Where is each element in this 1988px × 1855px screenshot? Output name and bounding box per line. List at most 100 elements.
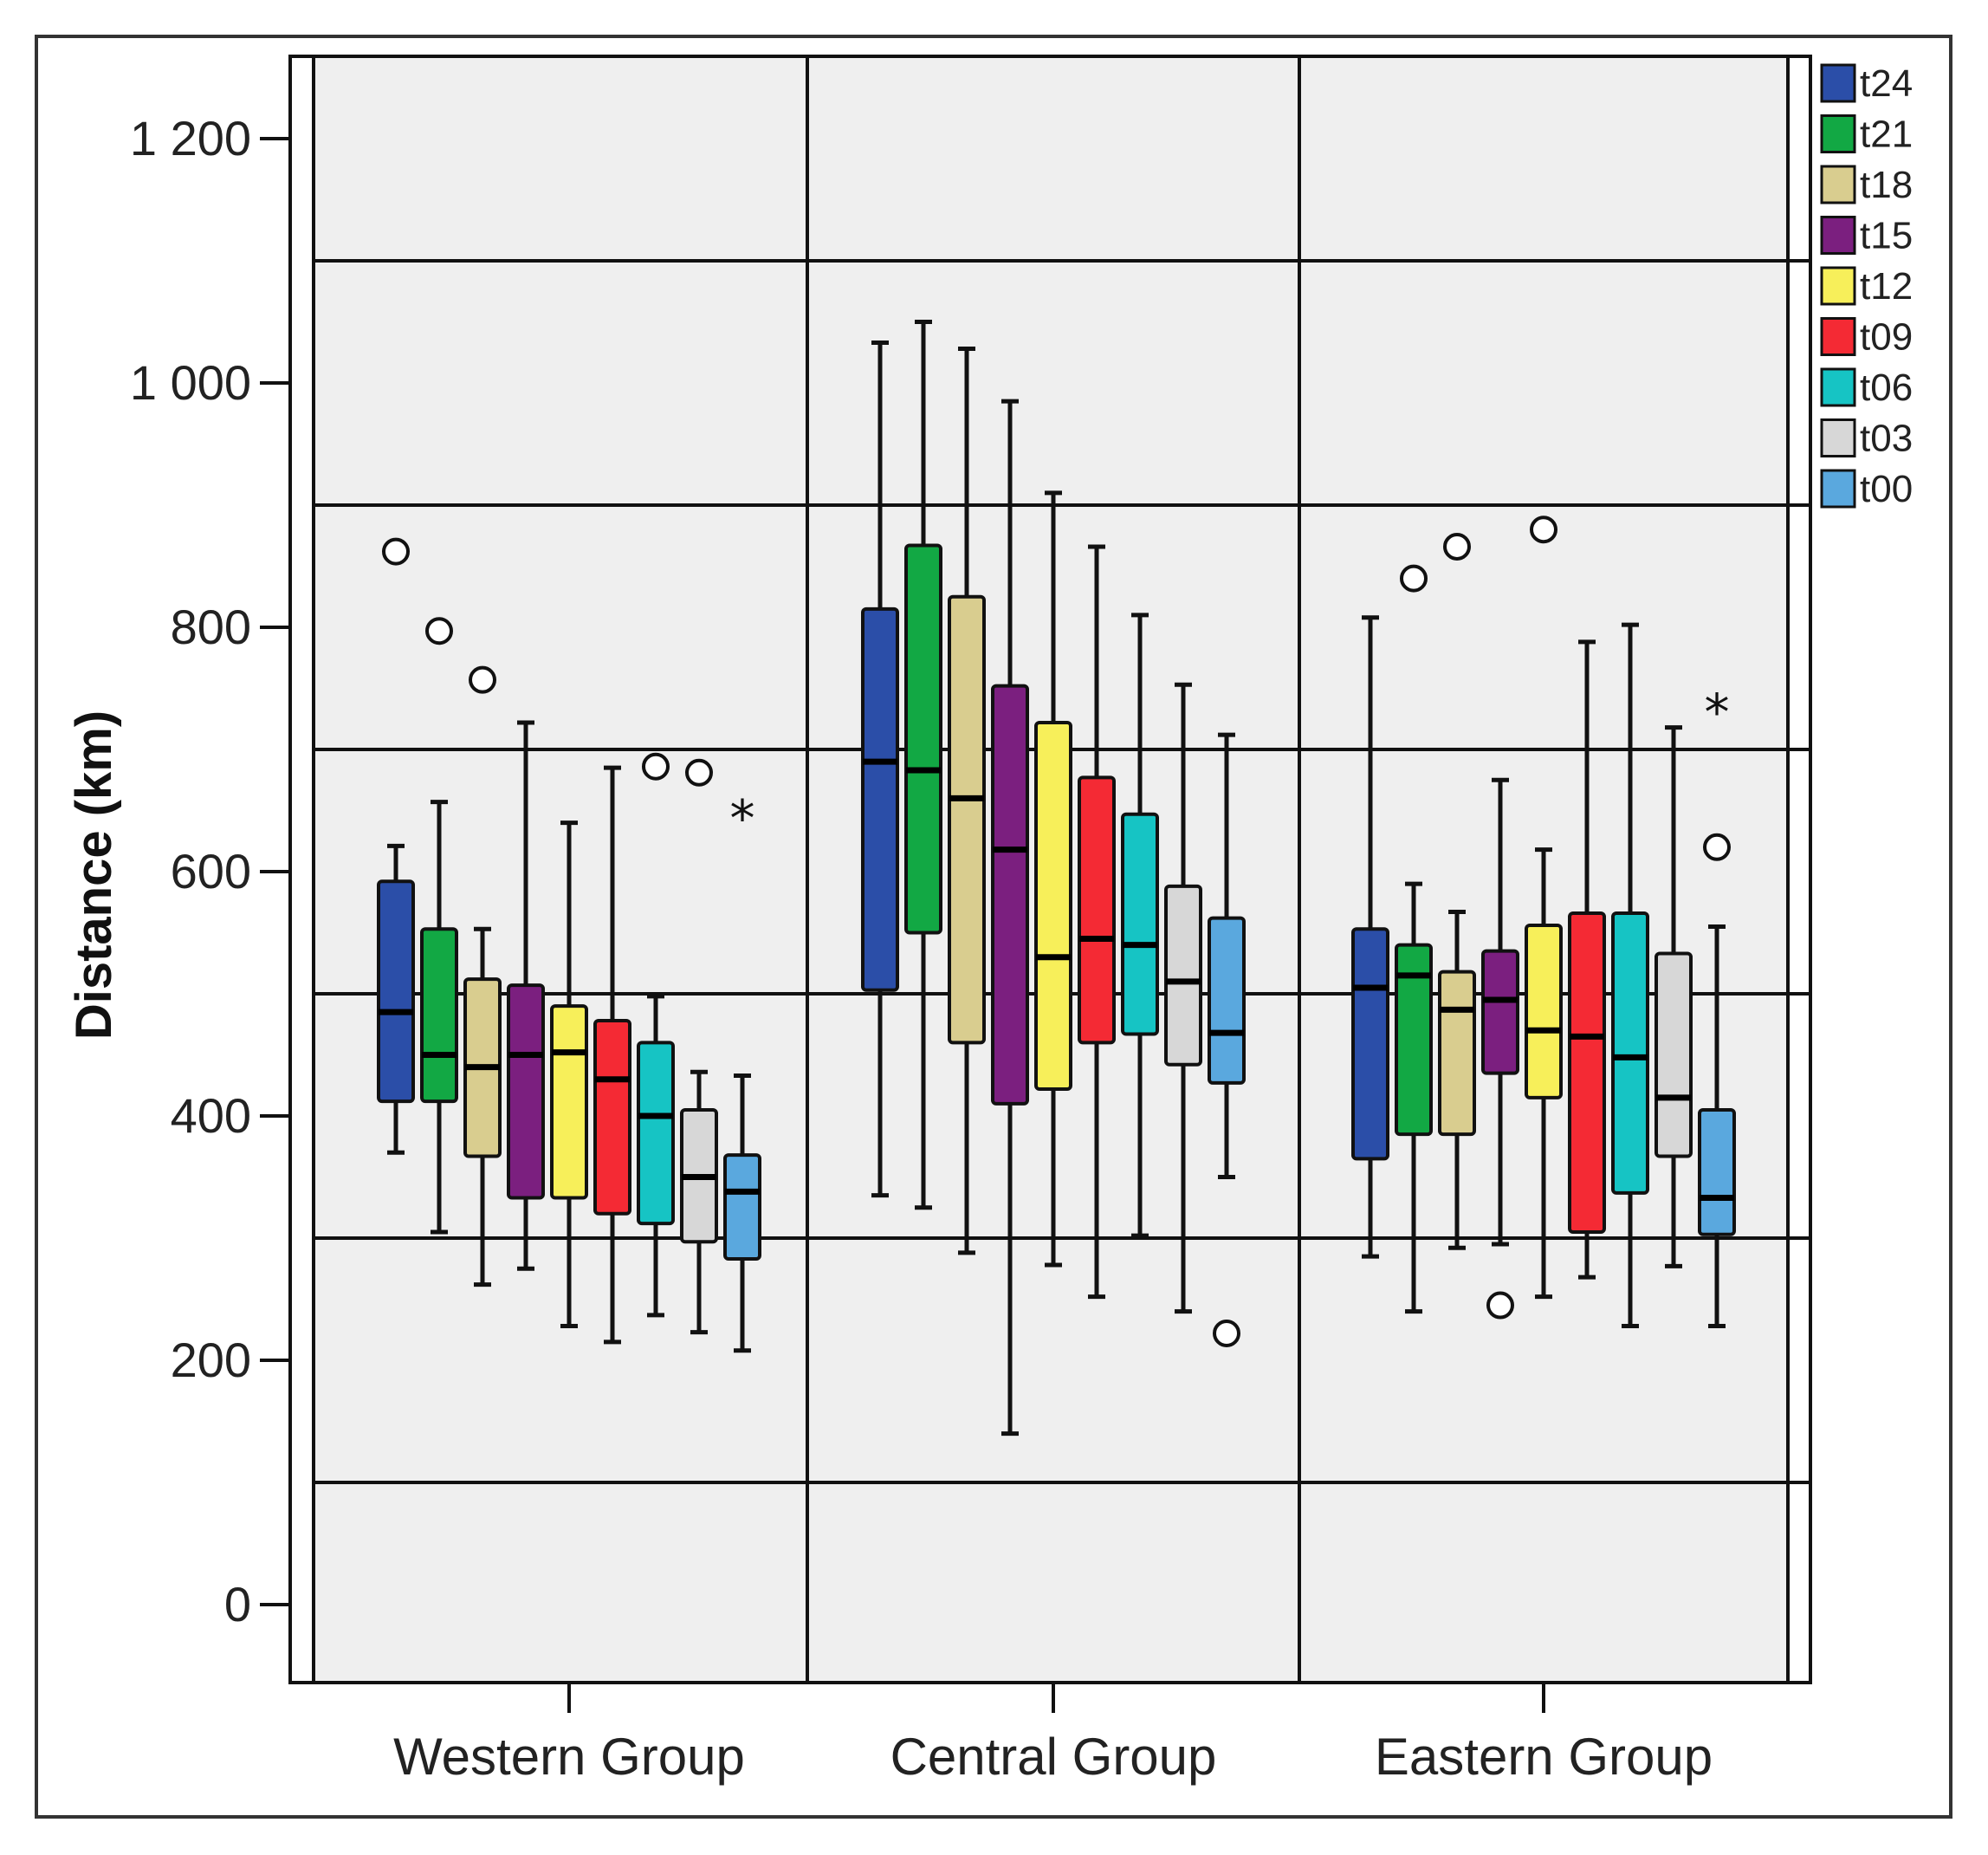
box-t24 [377, 537, 415, 1155]
box-t21 [1395, 564, 1433, 1314]
box-iqr [377, 879, 415, 1104]
box-t15 [991, 399, 1029, 1437]
box-t03 [680, 758, 718, 1335]
box-iqr [1655, 951, 1693, 1158]
y-tick-label: 1 200 [130, 111, 251, 165]
legend-label-t06: t06 [1860, 366, 1913, 409]
legend-swatch-t21 [1820, 114, 1856, 153]
box-iqr [948, 594, 986, 1045]
outlier-point [382, 537, 410, 566]
box-iqr [723, 1153, 761, 1261]
box-t12 [550, 820, 588, 1329]
box-iqr [1164, 884, 1202, 1067]
legend-label-t09: t09 [1860, 316, 1913, 359]
box-iqr [1698, 1107, 1736, 1236]
box-t09 [593, 765, 631, 1345]
box-t15 [1481, 777, 1519, 1320]
outlier-point [1486, 1291, 1514, 1320]
outlier-point [1530, 516, 1557, 544]
box-iqr [1611, 911, 1649, 1195]
legend-swatch-t03 [1820, 418, 1856, 457]
box-iqr [637, 1041, 675, 1226]
legend-label-t18: t18 [1860, 164, 1913, 206]
box-t15 [507, 720, 545, 1271]
legend-swatch-t18 [1820, 165, 1856, 204]
box-iqr [507, 983, 545, 1200]
panel-dividers [806, 56, 1301, 1683]
box-t00: * [1698, 683, 1736, 1329]
y-axis-title: Distance (km) [66, 710, 122, 1040]
outlier-point [1703, 833, 1731, 861]
box-t00: * [723, 789, 761, 1353]
y-tick-label: 200 [171, 1333, 251, 1387]
box-iqr [1078, 775, 1116, 1045]
box-iqr [991, 684, 1029, 1106]
x-tick-label: Eastern Group [1375, 1728, 1713, 1786]
box-t12 [1034, 490, 1072, 1268]
x-axis: Western Group Central Group Eastern Group [393, 1683, 1713, 1786]
box-t18 [463, 665, 502, 1287]
box-iqr [1525, 924, 1563, 1099]
x-tick-label: Western Group [393, 1728, 745, 1786]
box-t03 [1164, 682, 1202, 1314]
box-iqr [1438, 970, 1476, 1137]
legend-label-t15: t15 [1860, 215, 1913, 257]
box-t06 [1611, 622, 1649, 1329]
legend-swatch-t15 [1820, 216, 1856, 255]
box-iqr [861, 606, 899, 992]
box-t21 [420, 617, 458, 1235]
box-t18 [1438, 532, 1476, 1250]
box-t18 [948, 347, 986, 1255]
box-t24 [1351, 615, 1389, 1259]
y-axis: 0 200 400 600 800 1 000 1 200 [130, 111, 290, 1631]
y-tick-label: 0 [224, 1577, 251, 1631]
legend-swatch-t09 [1820, 317, 1856, 356]
box-t12 [1525, 516, 1563, 1300]
y-tick-label: 1 000 [130, 355, 251, 410]
legend: t24 t21 t18 t15 t12 t09 t06 t03 t00 [1820, 62, 1913, 510]
box-iqr [1351, 927, 1389, 1161]
legend-swatch-t06 [1820, 367, 1856, 407]
x-tick-label: Central Group [890, 1728, 1217, 1786]
box-t06 [637, 752, 675, 1318]
box-t03 [1655, 725, 1693, 1268]
box-t06 [1121, 613, 1159, 1238]
y-tick-label: 600 [171, 844, 251, 898]
legend-swatch-t00 [1820, 469, 1856, 509]
outlier-point [685, 758, 713, 787]
outlier-point [642, 752, 670, 781]
box-t09 [1568, 639, 1606, 1280]
box-iqr [1395, 943, 1433, 1137]
outlier-point [425, 617, 453, 645]
box-series: ** [377, 320, 1736, 1437]
box-t21 [904, 320, 942, 1210]
legend-label-t21: t21 [1860, 114, 1913, 156]
box-t24 [861, 340, 899, 1198]
outlier-point [1400, 564, 1428, 593]
box-iqr [550, 1004, 588, 1200]
box-iqr [1481, 949, 1519, 1075]
legend-swatch-t24 [1820, 63, 1856, 103]
y-tick-label: 400 [171, 1088, 251, 1143]
box-t09 [1078, 544, 1116, 1300]
outlier-point [469, 665, 496, 694]
box-iqr [420, 927, 458, 1104]
box-iqr [593, 1019, 631, 1216]
legend-label-t03: t03 [1860, 418, 1913, 460]
box-iqr [904, 543, 942, 935]
box-iqr [1208, 916, 1246, 1085]
legend-label-t12: t12 [1860, 265, 1913, 308]
extreme-outlier: * [730, 789, 755, 848]
y-tick-label: 800 [171, 600, 251, 654]
outlier-point [1443, 532, 1471, 561]
box-iqr [1034, 720, 1072, 1091]
legend-label-t24: t24 [1860, 62, 1913, 105]
legend-label-t00: t00 [1860, 468, 1913, 510]
box-iqr [1121, 812, 1159, 1036]
box-iqr [1568, 911, 1606, 1234]
legend-swatch-t12 [1820, 266, 1856, 306]
outlier-point [1213, 1319, 1240, 1347]
box-t00 [1208, 732, 1246, 1347]
extreme-outlier: * [1705, 683, 1730, 742]
